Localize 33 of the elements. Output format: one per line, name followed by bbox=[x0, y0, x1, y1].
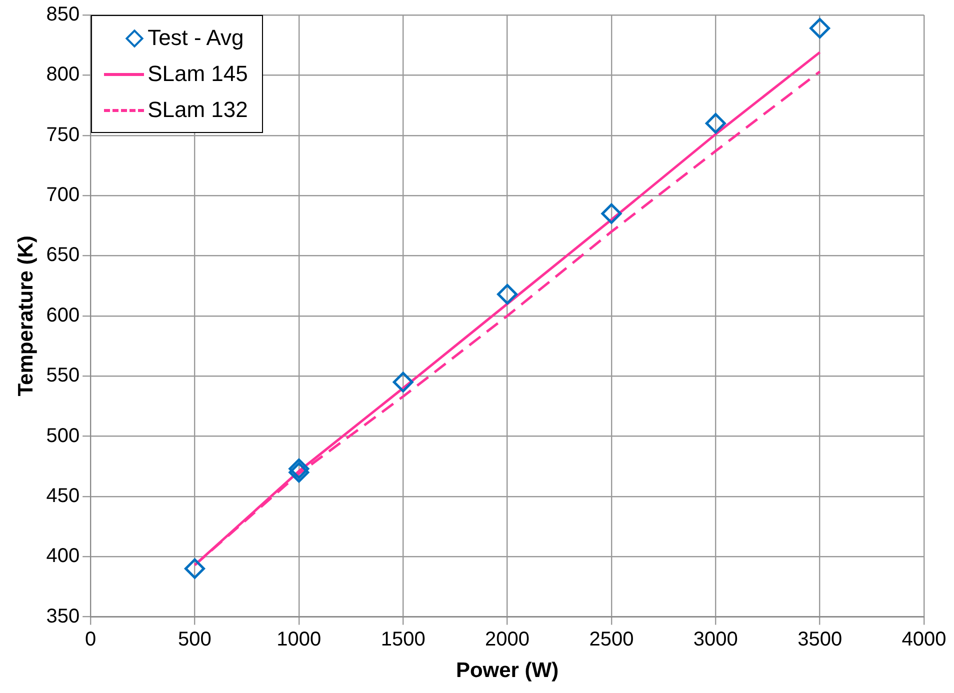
y-tick-label: 600 bbox=[46, 304, 80, 326]
x-axis-title: Power (W) bbox=[456, 659, 559, 682]
point bbox=[392, 372, 414, 392]
x-tick-label: 0 bbox=[85, 628, 96, 650]
x-tick-label: 2500 bbox=[589, 628, 634, 650]
y-tick-label: 750 bbox=[46, 124, 80, 146]
y-tick-label: 700 bbox=[46, 184, 80, 206]
point bbox=[497, 284, 518, 304]
y-tick-label: 400 bbox=[46, 545, 80, 568]
x-tick-label: 4000 bbox=[902, 628, 946, 650]
x-tick-label: 1500 bbox=[380, 628, 426, 650]
y-tick-label: 500 bbox=[46, 424, 80, 447]
legend-label: Test - Avg bbox=[148, 24, 244, 52]
x-tick-label: 3500 bbox=[798, 628, 842, 650]
point bbox=[288, 462, 310, 483]
y-tick-label: 850 bbox=[46, 4, 80, 26]
point bbox=[601, 203, 622, 224]
x-tick-label: 3000 bbox=[693, 628, 738, 650]
legend-label: SLam 145 bbox=[148, 60, 248, 88]
y-tick-label: 800 bbox=[46, 64, 80, 86]
point bbox=[288, 458, 310, 480]
y-tick-label: 650 bbox=[46, 244, 80, 266]
point bbox=[705, 113, 726, 134]
point bbox=[810, 18, 830, 38]
x-tick-label: 1000 bbox=[276, 628, 322, 650]
x-tick-label: 500 bbox=[178, 628, 212, 650]
y-axis-title: Temperature (K) bbox=[14, 236, 38, 396]
point bbox=[184, 558, 205, 579]
y-tick-label: 350 bbox=[46, 605, 80, 628]
y-tick-label: 450 bbox=[46, 484, 80, 507]
legend-label: SLam 132 bbox=[148, 96, 248, 124]
x-tick-label: 2000 bbox=[485, 628, 530, 650]
y-tick-label: 550 bbox=[46, 364, 80, 387]
